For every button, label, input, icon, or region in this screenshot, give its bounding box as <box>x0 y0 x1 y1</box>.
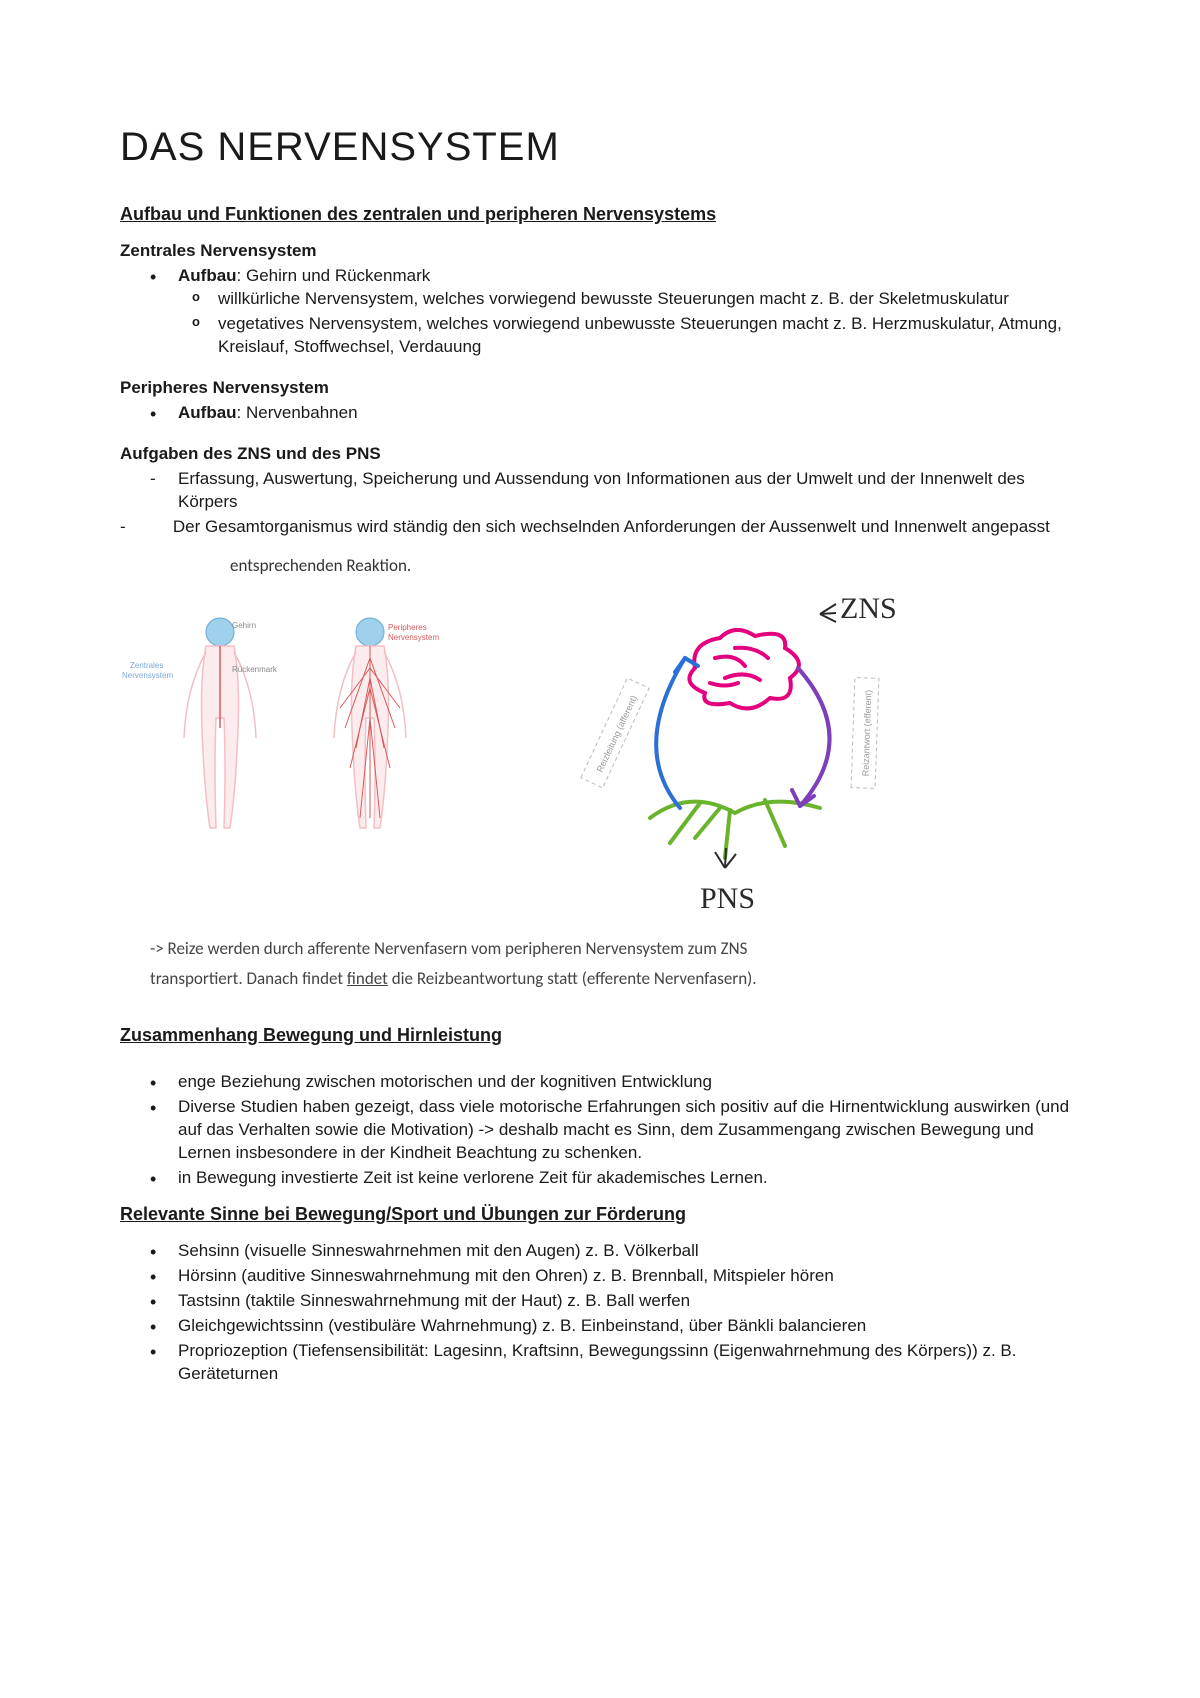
sub-willkuerlich: willkürliche Nervensystem, welches vorwi… <box>218 288 1080 311</box>
aufgaben-subhead: Aufgaben des ZNS und des PNS <box>120 443 1080 466</box>
aufbau-pns-text: : Nervenbahnen <box>237 403 358 422</box>
zns-subhead: Zentrales Nervensystem <box>120 240 1080 263</box>
sec2-b2: Diverse Studien haben gezeigt, dass viel… <box>178 1096 1080 1165</box>
reize-line1: -> Reize werden durch afferente Nervenfa… <box>150 938 747 959</box>
task2-text: Der Gesamtorganismus wird ständig den si… <box>173 517 1050 536</box>
pns-subhead: Peripheres Nervensystem <box>120 377 1080 400</box>
aufbau-label: Aufbau <box>178 266 237 285</box>
reize-line2a: transportiert. Danach findet <box>150 968 347 989</box>
cycle-diagram: ZNS Reizleitung (afferent) Reizantwort (… <box>520 588 960 918</box>
sec3-b4: Gleichgewichtssinn (vestibuläre Wahrnehm… <box>178 1315 1080 1338</box>
svg-text:Gehirn: Gehirn <box>232 621 256 630</box>
sub-vegetativ: vegetatives Nervensystem, welches vorwie… <box>218 313 1080 359</box>
svg-text:Zentrales: Zentrales <box>130 661 163 670</box>
aufbau-zns-text: : Gehirn und Rückenmark <box>237 266 431 285</box>
svg-text:Peripheres: Peripheres <box>388 623 427 632</box>
body-diagram: Zentrales Nervensystem Gehirn Rückenmark… <box>120 588 480 868</box>
svg-text:Rückenmark: Rückenmark <box>232 665 278 674</box>
sec3-b5: Propriozeption (Tiefensensibilität: Lage… <box>178 1340 1080 1386</box>
section3-heading: Relevante Sinne bei Bewegung/Sport und Ü… <box>120 1202 1080 1226</box>
diagram-caption: entsprechenden Reaktion. <box>230 555 1080 578</box>
aufbau-label-pns: Aufbau <box>178 403 237 422</box>
sec3-b1: Sehsinn (visuelle Sinneswahrnehmen mit d… <box>178 1240 1080 1263</box>
bullet-aufbau-zns: Aufbau: Gehirn und Rückenmark willkürlic… <box>178 265 1080 359</box>
svg-text:Nervensystem: Nervensystem <box>122 671 173 680</box>
task2-dash: - <box>120 517 126 536</box>
svg-text:Reizleitung (afferent): Reizleitung (afferent) <box>595 693 639 773</box>
task-1: Erfassung, Auswertung, Speicherung und A… <box>178 468 1080 514</box>
section1-heading: Aufbau und Funktionen des zentralen und … <box>120 202 1080 226</box>
zns-label: ZNS <box>840 592 897 625</box>
section2-heading: Zusammenhang Bewegung und Hirnleistung <box>120 1023 1080 1047</box>
sec3-b3: Tastsinn (taktile Sinneswahrnehmung mit … <box>178 1290 1080 1313</box>
sec2-b1: enge Beziehung zwischen motorischen und … <box>178 1071 1080 1094</box>
sec3-b2: Hörsinn (auditive Sinneswahrnehmung mit … <box>178 1265 1080 1288</box>
page-title: DAS NERVENSYSTEM <box>120 120 1080 174</box>
diagram-row: Zentrales Nervensystem Gehirn Rückenmark… <box>120 588 1080 918</box>
pns-label: PNS <box>700 882 755 915</box>
reize-line2c: die Reizbeantwortung statt (efferente Ne… <box>388 968 757 989</box>
sec2-b3: in Bewegung investierte Zeit ist keine v… <box>178 1167 1080 1190</box>
reize-line2b: findet <box>347 968 388 989</box>
svg-text:Reizantwort (efferent): Reizantwort (efferent) <box>860 689 873 776</box>
reize-note: -> Reize werden durch afferente Nervenfa… <box>150 934 1080 995</box>
task-2: - Der Gesamtorganismus wird ständig den … <box>120 516 1080 539</box>
bullet-aufbau-pns: Aufbau: Nervenbahnen <box>178 402 1080 425</box>
svg-text:Nervensystem: Nervensystem <box>388 633 439 642</box>
